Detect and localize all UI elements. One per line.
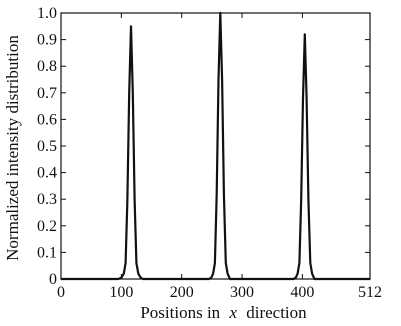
x-axis-title: Positions in x direction xyxy=(140,303,307,322)
x-axis-ticks: 0 100 200 300 400 512 xyxy=(57,13,382,301)
series-line xyxy=(61,11,370,281)
y-tick-label: 0.7 xyxy=(37,85,57,102)
x-axis-title-lead: Positions in xyxy=(140,303,220,322)
y-tick-label: 0.6 xyxy=(37,111,57,128)
y-tick-label: 1.0 xyxy=(37,5,57,22)
x-tick-label: 100 xyxy=(109,284,133,301)
y-tick-label: 0.8 xyxy=(37,58,57,75)
y-tick-label: 0.5 xyxy=(37,138,57,155)
x-tick-label: 0 xyxy=(57,284,65,301)
y-tick-label: 0.4 xyxy=(37,165,57,182)
y-tick-label: 0.1 xyxy=(37,244,57,261)
x-tick-label: 512 xyxy=(358,284,382,301)
y-tick-label: 0 xyxy=(49,271,57,288)
y-axis-ticks: 0 0.1 0.2 0.3 0.4 0.5 0.6 0.7 0.8 0.9 1.0 xyxy=(37,5,370,288)
y-tick-label: 0.3 xyxy=(37,191,57,208)
y-tick-label: 0.9 xyxy=(37,32,57,49)
y-tick-label: 0.2 xyxy=(37,218,57,235)
y-axis-title: Normalized intensity distribution xyxy=(3,35,22,261)
x-axis-title-var: x xyxy=(228,303,237,322)
x-axis-title-tail: direction xyxy=(246,303,307,322)
x-tick-label: 300 xyxy=(230,284,254,301)
x-tick-label: 200 xyxy=(170,284,194,301)
x-tick-label: 400 xyxy=(290,284,314,301)
series-layer xyxy=(61,11,370,281)
